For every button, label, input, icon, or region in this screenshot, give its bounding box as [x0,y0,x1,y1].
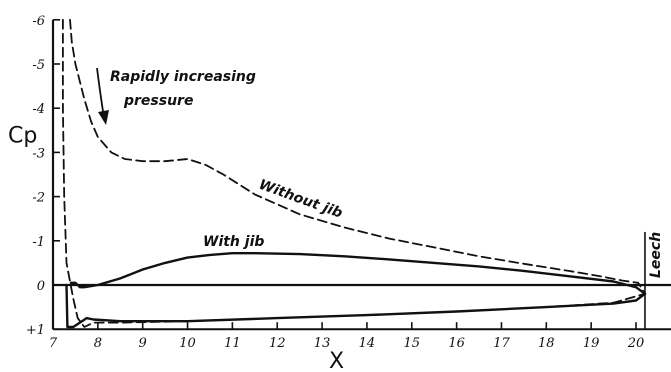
x-tick-label: 14 [359,336,376,351]
annotation-arrow-shaft [96,67,105,119]
x-tick-label: 7 [49,336,58,351]
x-tick-label: 16 [448,336,465,351]
series-line-with-jib-3 [65,283,647,329]
y-tick-label: +1 [26,323,45,338]
annotation-without-jib: Without jib [257,177,345,222]
x-tick-label: 8 [94,336,102,351]
series-lines [62,18,647,329]
y-tick-label: -4 [32,102,45,117]
x-tick-label: 10 [179,336,196,351]
series-line-without-jib-0 [69,18,646,295]
x-tick-label: 15 [403,336,420,351]
series-line-with-jib-2 [69,251,647,295]
y-tick-label: -3 [32,146,45,161]
annotation-leech: Leech [648,232,664,278]
x-tick-label: 9 [139,336,147,351]
x-axis-title: X [329,349,344,372]
x-tick-label: 19 [583,336,600,351]
x-tick-label: 13 [314,336,331,351]
y-tick-label: -6 [32,14,45,29]
annotation-rapid-line2: pressure [123,93,193,109]
x-tick-label: 18 [538,336,555,351]
series-line-without-jib-1 [62,18,646,328]
annotation-rapid-line1: Rapidly increasing [110,69,256,85]
ticks: -6 -5 -4 -3 -2 -1 0 +1 7 8 9 10 11 12 13 14 15 16 17 18 19 20 [26,14,644,351]
x-tick-label: 17 [493,336,510,351]
x-tick-label: 12 [269,336,286,351]
axes: X Cp [8,19,671,372]
annotation-arrow-head [98,110,109,125]
y-axis-title: Cp [8,124,37,149]
annotations: Rapidly increasing pressure Without jib Wit… [96,67,664,278]
x-tick-label: 20 [627,336,645,351]
x-tick-label: 11 [224,336,241,351]
y-tick-label: -1 [32,235,45,250]
y-tick-label: 0 [37,279,45,294]
y-tick-label: -2 [32,191,45,206]
y-tick-label: -5 [32,58,45,73]
annotation-with-jib: With jib [203,234,264,250]
